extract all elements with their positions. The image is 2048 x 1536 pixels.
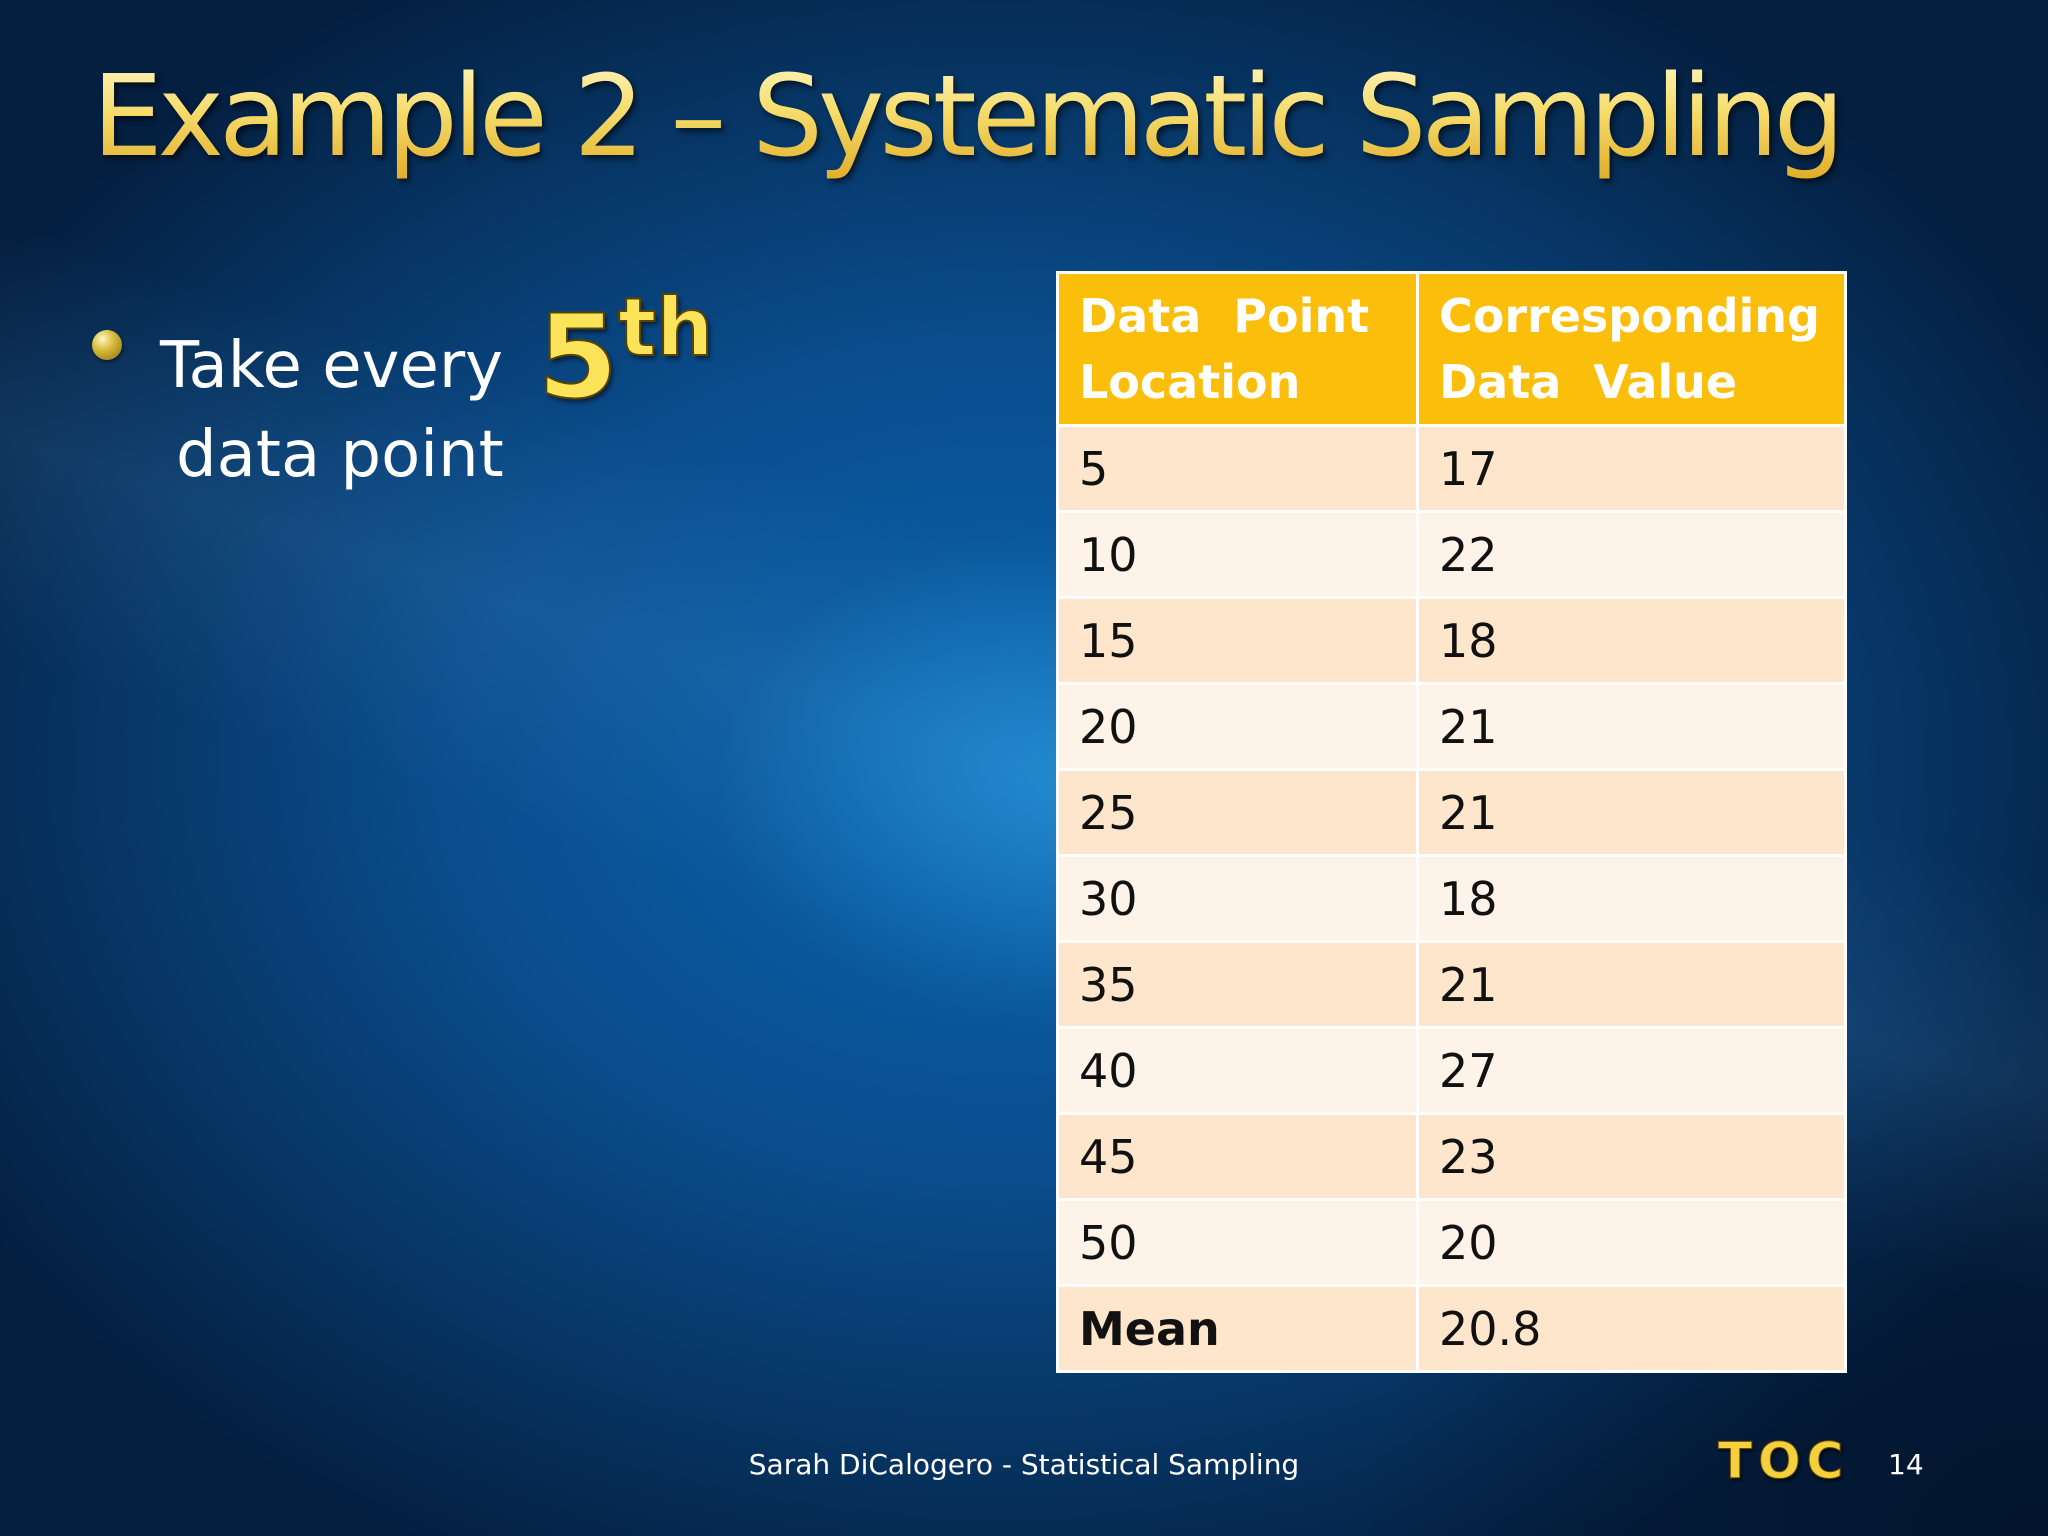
mean-value: 20.8	[1416, 1284, 1847, 1373]
bullet-text-continued: data point	[176, 418, 504, 492]
toc-link[interactable]: TOC	[1717, 1432, 1850, 1491]
table-row: 15 18	[1056, 596, 1847, 685]
ordinal-highlight: 5th	[536, 287, 714, 417]
location-cell: 25	[1056, 768, 1419, 857]
slide-title: Example 2 – Systematic Sampling	[92, 52, 1845, 182]
value-cell: 21	[1416, 682, 1847, 771]
value-cell: 18	[1416, 596, 1847, 685]
table-header-row: Data Point Location Corresponding Data V…	[1056, 271, 1847, 427]
header-label: Data Point Location	[1079, 289, 1370, 409]
table-row: 45 23	[1056, 1112, 1847, 1201]
slide-footer: Sarah DiCalogero - Statistical Sampling	[748, 1448, 1300, 1481]
value-cell: 21	[1416, 940, 1847, 1029]
table-row: 20 21	[1056, 682, 1847, 771]
ordinal-number: 5	[536, 290, 619, 425]
table-row: 25 21	[1056, 768, 1847, 857]
mean-label: Mean	[1056, 1284, 1419, 1373]
header-corresponding-data-value: Corresponding Data Value	[1416, 271, 1847, 427]
bullet-text: Take every	[160, 329, 504, 403]
location-cell: 50	[1056, 1198, 1419, 1287]
value-cell: 27	[1416, 1026, 1847, 1115]
value-cell: 21	[1416, 768, 1847, 857]
table-row: 5 17	[1056, 424, 1847, 513]
location-cell: 10	[1056, 510, 1419, 599]
value-cell: 23	[1416, 1112, 1847, 1201]
value-cell: 17	[1416, 424, 1847, 513]
location-cell: 35	[1056, 940, 1419, 1029]
location-cell: 5	[1056, 424, 1419, 513]
location-cell: 20	[1056, 682, 1419, 771]
ordinal-suffix: th	[617, 281, 714, 374]
table-row: 30 18	[1056, 854, 1847, 943]
table-row: 10 22	[1056, 510, 1847, 599]
location-cell: 40	[1056, 1026, 1419, 1115]
bullet-dot-icon	[92, 330, 122, 360]
mean-row: Mean 20.8	[1056, 1284, 1847, 1373]
bullet-item: Take every 5th	[160, 287, 714, 417]
value-cell: 18	[1416, 854, 1847, 943]
header-data-point-location: Data Point Location	[1056, 271, 1419, 427]
table-row: 40 27	[1056, 1026, 1847, 1115]
location-cell: 30	[1056, 854, 1419, 943]
location-cell: 45	[1056, 1112, 1419, 1201]
value-cell: 20	[1416, 1198, 1847, 1287]
sampling-table: Data Point Location Corresponding Data V…	[1056, 271, 1847, 1373]
header-label: Corresponding Data Value	[1439, 289, 1820, 409]
slide-number: 14	[1888, 1448, 1924, 1481]
table-row: 50 20	[1056, 1198, 1847, 1287]
location-cell: 15	[1056, 596, 1419, 685]
table-row: 35 21	[1056, 940, 1847, 1029]
value-cell: 22	[1416, 510, 1847, 599]
